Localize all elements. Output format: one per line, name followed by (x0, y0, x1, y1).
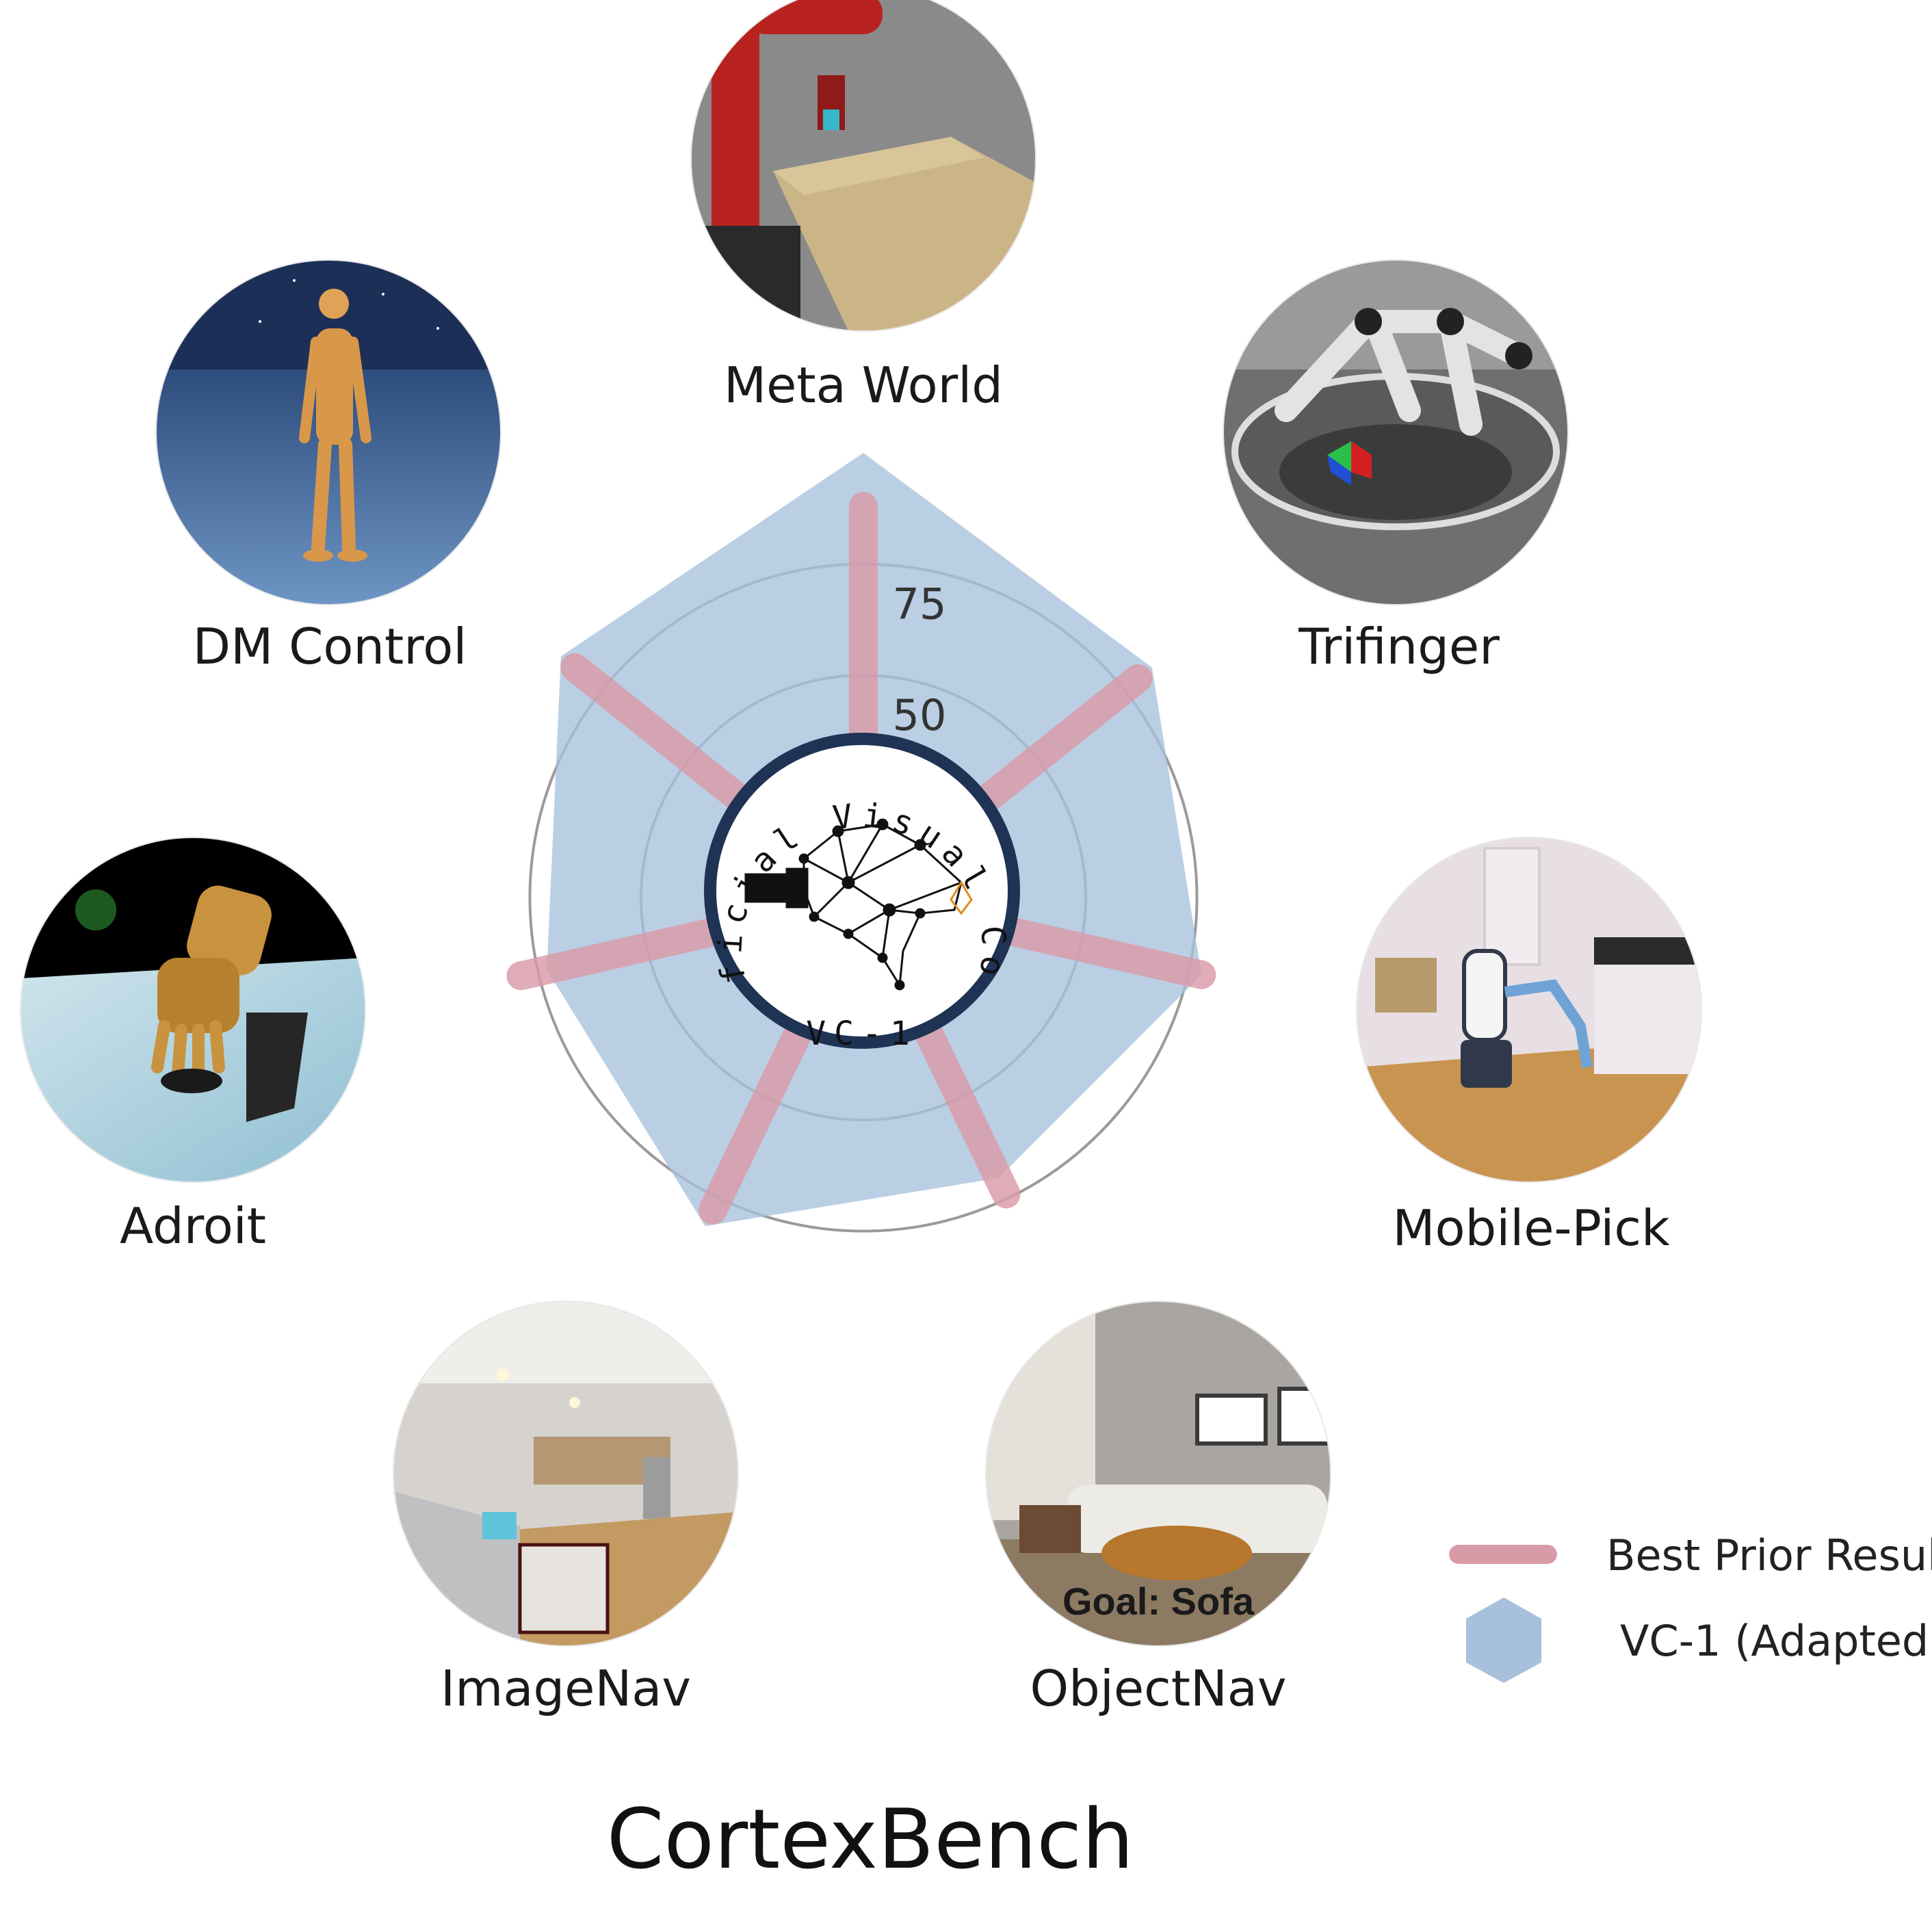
brain-network-camera-icon (744, 818, 973, 991)
thumbnail-imagenav (393, 1301, 739, 1647)
dexterous-hand-image (21, 837, 365, 1182)
legend-best-prior-label: Best Prior Result (1606, 1530, 1932, 1580)
label-adroit: Adroit (120, 1197, 266, 1255)
living-room-image: Goal: Sofa (986, 1301, 1331, 1646)
logo-sub-text: VC-1 (806, 1015, 918, 1053)
thumbnail-dm-control (155, 259, 501, 605)
thumbnail-mobile-pick (1356, 837, 1702, 1183)
label-trifinger: Trifinger (1298, 618, 1500, 675)
legend: Best Prior Result VC-1 (Adapted) (1449, 1530, 1932, 1683)
label-meta-world: Meta World (724, 356, 1003, 414)
thumbnail-trifinger (1223, 259, 1569, 605)
humanoid-figure-image (156, 260, 501, 605)
label-objectnav: ObjectNav (1030, 1660, 1286, 1717)
tick-label-75: 75 (893, 579, 947, 629)
tick-label-50: 50 (893, 690, 947, 740)
radial-tick-labels: 50 75 (893, 579, 947, 741)
thumbnail-meta-world (690, 0, 1036, 332)
legend-vc1-label: VC-1 (Adapted) (1620, 1616, 1932, 1666)
legend-vc1-swatch (1466, 1597, 1541, 1683)
thumbnail-objectnav: Goal: Sofa (985, 1301, 1331, 1647)
label-dm-control: DM Control (193, 618, 467, 675)
label-imagenav: ImageNav (441, 1660, 691, 1717)
robot-arm-table-image (691, 0, 1036, 331)
goal-overlay-text: Goal: Sofa (1062, 1580, 1255, 1623)
apartment-interior-image (393, 1301, 738, 1646)
thumbnail-adroit (20, 837, 366, 1183)
chart-title: CortexBench (607, 1792, 1134, 1888)
mobile-manipulator-kitchen-image (1357, 837, 1701, 1182)
trifinger-robot-image (1223, 260, 1568, 605)
label-mobile-pick: Mobile-Pick (1392, 1199, 1670, 1257)
